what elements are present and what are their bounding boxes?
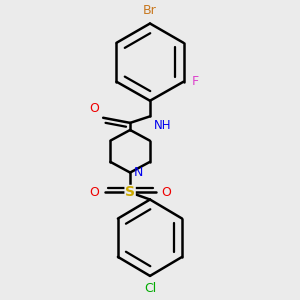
Text: O: O [161, 186, 171, 199]
Text: Cl: Cl [144, 282, 156, 295]
Text: NH: NH [153, 118, 171, 132]
Text: Br: Br [143, 4, 157, 17]
Text: N: N [134, 166, 143, 179]
Text: O: O [90, 186, 100, 199]
Text: F: F [191, 75, 199, 88]
Text: S: S [125, 185, 135, 200]
Text: O: O [89, 103, 99, 116]
